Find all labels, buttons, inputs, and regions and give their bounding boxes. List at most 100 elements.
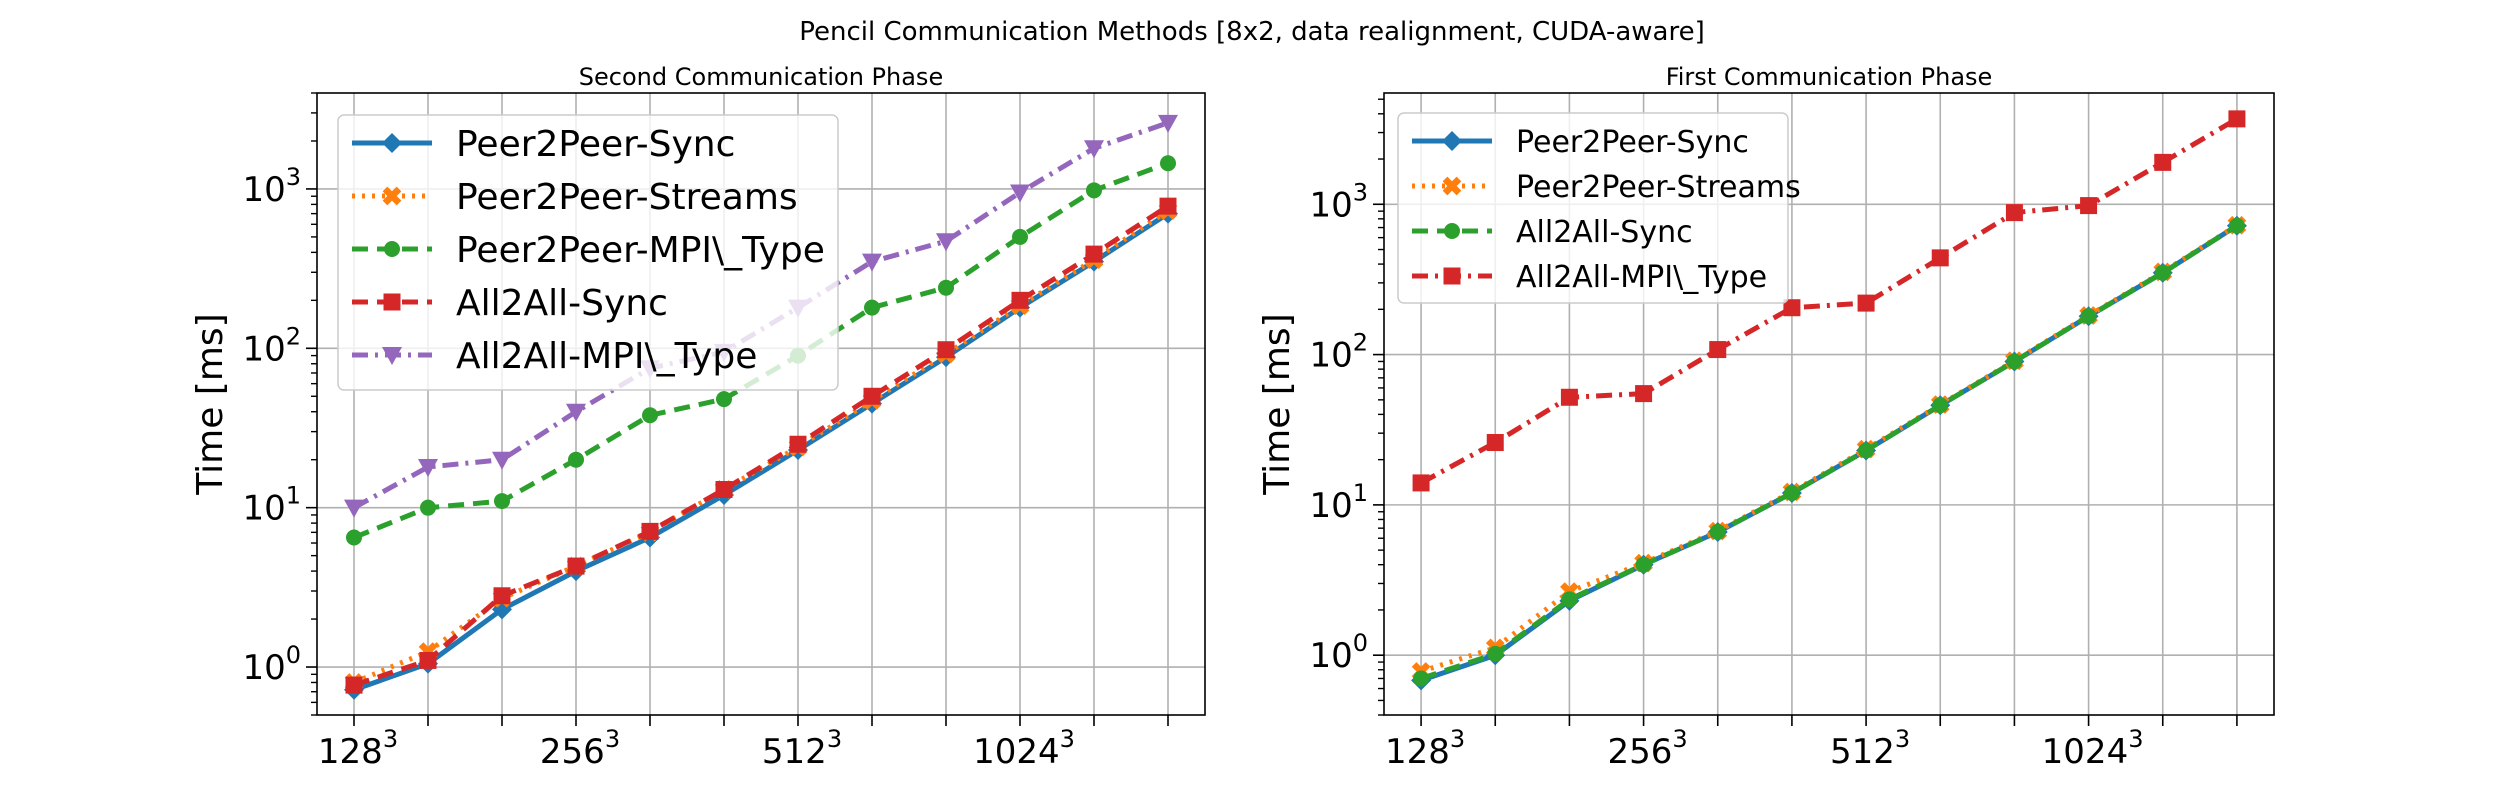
series-line [353, 160, 1169, 540]
data-point [1012, 228, 1028, 245]
data-point [2154, 264, 2171, 281]
x-tick-label: 2563 [1607, 725, 1687, 772]
legend-entry-peer2peer-mpi-type: Peer2Peer-MPI\_Type [352, 230, 825, 271]
data-point [1783, 484, 1800, 501]
legend-marker [1444, 223, 1460, 239]
legend-marker [382, 133, 402, 153]
data-point [419, 651, 437, 669]
y-tick-label: 103 [242, 163, 301, 210]
data-point [418, 458, 438, 477]
data-point [1084, 140, 1104, 159]
legend-marker [384, 241, 400, 257]
data-point [1635, 556, 1652, 573]
data-point [1413, 670, 1430, 687]
chart-title: First Communication Phase [1666, 63, 1993, 91]
y-tick-label: 101 [242, 482, 301, 529]
data-point [2006, 353, 2023, 370]
data-point [2154, 153, 2172, 171]
data-point [344, 499, 364, 518]
data-point [1783, 299, 1801, 317]
data-point [1085, 245, 1103, 263]
legend-label: Peer2Peer-Sync [456, 124, 735, 165]
data-point [1158, 114, 1178, 133]
chart-first-communication-phase: 100 101 102 103 1283 2563 5123 10243 First Commu… [1257, 63, 2275, 772]
x-tick-label: 10243 [973, 725, 1075, 772]
data-point [2228, 110, 2246, 128]
y-minor-ticks [1378, 98, 1384, 716]
data-point [2080, 308, 2097, 325]
legend-label: All2All-Sync [456, 283, 668, 324]
data-point [715, 481, 733, 499]
legend-entry-peer2peer-streams: Peer2Peer-Streams [1412, 170, 1801, 205]
data-point [864, 299, 880, 316]
data-point [1011, 291, 1029, 309]
legend-marker [1442, 176, 1462, 196]
data-point [1159, 197, 1177, 215]
data-point [1086, 182, 1102, 199]
legend-marker [1442, 131, 1462, 151]
data-point [566, 403, 586, 422]
data-point [345, 676, 363, 694]
series-all2all-sync [345, 197, 1177, 694]
legend-label: Peer2Peer-MPI\_Type [456, 230, 825, 271]
data-point [492, 451, 512, 470]
data-point [1709, 341, 1727, 359]
data-point [863, 387, 881, 405]
data-point [1487, 645, 1504, 662]
legend-label: All2All-MPI\_Type [456, 336, 757, 377]
legend-entry-peer2peer-sync: Peer2Peer-Sync [352, 124, 735, 165]
series-all2all-mpi-type [1412, 110, 2246, 492]
y-tick-label: 102 [242, 322, 301, 369]
y-tick-label: 101 [1309, 479, 1368, 526]
legend-entry-peer2peer-streams: Peer2Peer-Streams [352, 177, 798, 218]
data-point [2080, 197, 2098, 215]
data-point [1160, 155, 1176, 172]
legend-entry-all2all-mpi-type: All2All-MPI\_Type [352, 336, 757, 377]
x-tick-label: 10243 [2042, 725, 2144, 772]
data-point [493, 587, 511, 605]
series-all2all-sync [1413, 217, 2245, 687]
data-point [1857, 294, 1875, 312]
y-tick-labels: 100 101 102 103 [1309, 178, 1384, 676]
data-point [642, 407, 658, 424]
y-tick-label: 102 [1309, 329, 1368, 376]
legend-marker [1443, 267, 1461, 285]
y-axis-label: Time [ms] [190, 313, 231, 495]
data-point [494, 493, 510, 510]
y-tick-label: 103 [1309, 178, 1368, 225]
legend-marker [382, 186, 402, 206]
legend-label: Peer2Peer-Streams [456, 177, 798, 218]
legend-entry-all2all-sync: All2All-Sync [1412, 215, 1693, 250]
data-point [1635, 385, 1653, 403]
legend-box [1397, 112, 1789, 304]
data-point [2228, 217, 2245, 234]
legend-label: Peer2Peer-Streams [1516, 170, 1801, 205]
data-point [1709, 524, 1726, 541]
chart-second-communication-phase: 100 101 102 103 1283 2563 5123 10243 Second Comm… [190, 63, 1206, 772]
legend-entry-peer2peer-sync: Peer2Peer-Sync [1412, 125, 1749, 160]
data-point [938, 279, 954, 296]
y-tick-label: 100 [1309, 629, 1368, 676]
legend-label: All2All-Sync [1516, 215, 1693, 250]
x-tick-label: 1283 [1385, 725, 1465, 772]
x-tick-label: 1283 [318, 725, 398, 772]
y-tick-labels: 100 101 102 103 [242, 163, 317, 688]
x-tick-label: 2563 [540, 725, 620, 772]
legend-marker [382, 347, 402, 365]
data-point [641, 522, 659, 540]
figure-title: Pencil Communication Methods [8x2, data … [799, 17, 1704, 47]
data-point [1931, 249, 1949, 267]
data-point [567, 557, 585, 575]
series-line [353, 204, 1170, 688]
data-point [568, 451, 584, 468]
series-line [1420, 223, 2239, 681]
data-point [1486, 434, 1504, 452]
legend-box [337, 114, 839, 391]
data-point [346, 529, 362, 546]
data-point [862, 253, 882, 272]
legend-entry-all2all-sync: All2All-Sync [352, 283, 668, 324]
legend: Peer2Peer-Sync Peer2Peer-Streams All2All-S… [1397, 112, 1801, 304]
x-tick-labels: 1283 2563 5123 10243 [1385, 715, 2238, 772]
legend-label: All2All-MPI\_Type [1516, 260, 1767, 295]
data-point [937, 341, 955, 359]
